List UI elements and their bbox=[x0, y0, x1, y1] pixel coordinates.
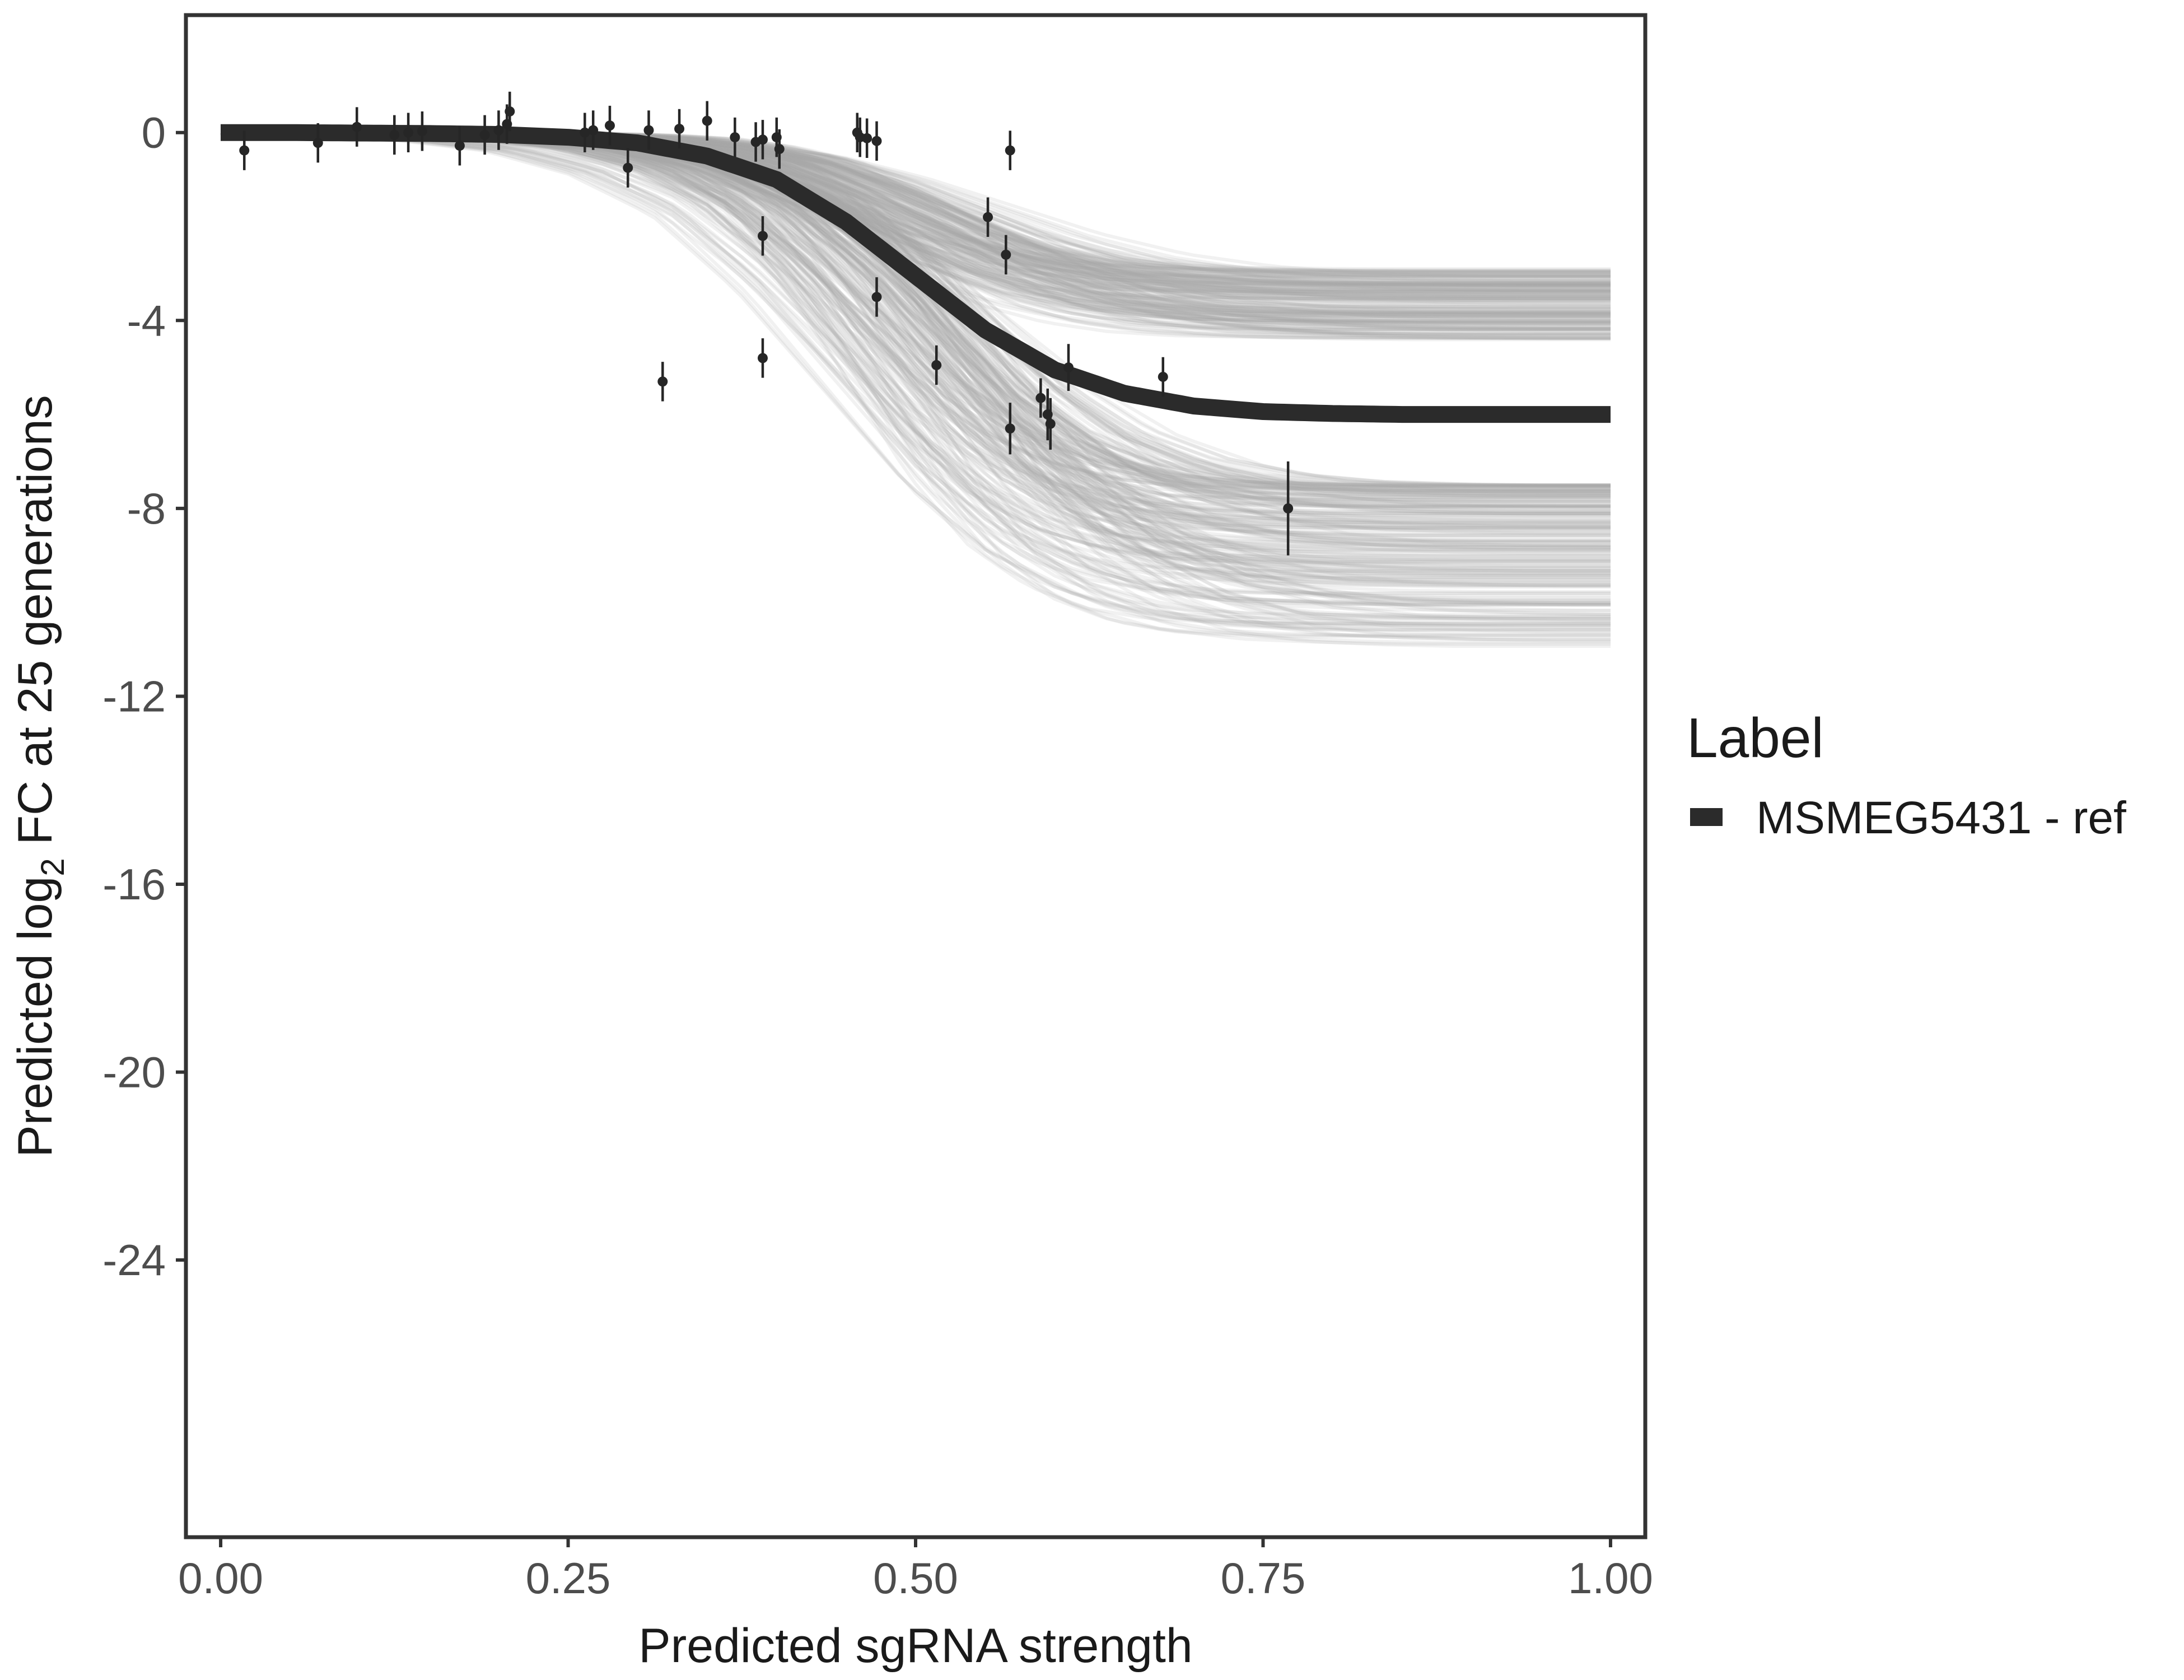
y-axis-title-suffix: FC at 25 generations bbox=[8, 395, 62, 858]
data-point bbox=[674, 124, 685, 134]
y-tick-label: -24 bbox=[102, 1235, 166, 1285]
data-point bbox=[389, 129, 400, 140]
legend: Label MSMEG5431 - ref bbox=[1687, 707, 2126, 843]
data-point bbox=[505, 106, 515, 116]
data-point bbox=[871, 292, 882, 302]
data-point bbox=[493, 125, 504, 136]
data-point bbox=[757, 134, 768, 145]
data-point bbox=[580, 127, 590, 138]
data-point bbox=[1045, 418, 1056, 429]
data-point bbox=[1035, 393, 1046, 403]
data-point bbox=[871, 136, 882, 146]
data-point bbox=[623, 162, 633, 173]
posterior-draw-line bbox=[220, 132, 1611, 646]
data-point bbox=[403, 127, 414, 138]
data-point bbox=[1005, 145, 1015, 156]
y-tick-label: -8 bbox=[127, 484, 166, 533]
data-point bbox=[312, 138, 323, 148]
data-point bbox=[1283, 503, 1294, 514]
data-point bbox=[239, 145, 250, 156]
data-point bbox=[604, 120, 615, 131]
data-point bbox=[757, 231, 768, 241]
data-point bbox=[454, 141, 465, 151]
legend-label: MSMEG5431 - ref bbox=[1756, 792, 2126, 843]
y-tick-label: -20 bbox=[102, 1048, 166, 1097]
data-point bbox=[417, 126, 427, 137]
y-tick-label: -16 bbox=[102, 860, 166, 909]
posterior-draw-line bbox=[220, 132, 1611, 612]
y-axis-title: Predicted log2 FC at 25 generations bbox=[8, 395, 71, 1157]
posterior-draw-line bbox=[220, 132, 1611, 561]
data-point bbox=[774, 144, 785, 155]
x-tick-label: 1.00 bbox=[1568, 1553, 1653, 1603]
observations bbox=[239, 91, 1294, 556]
y-axis-title-subscript: 2 bbox=[35, 858, 71, 876]
data-point bbox=[1001, 249, 1011, 260]
y-tick-label: -4 bbox=[127, 296, 166, 345]
data-point bbox=[1063, 362, 1074, 373]
data-point bbox=[702, 115, 712, 126]
x-tick-label: 0.25 bbox=[526, 1553, 611, 1603]
posterior-draw-line bbox=[220, 132, 1611, 606]
data-point bbox=[1158, 371, 1168, 382]
y-tick-label: 0 bbox=[142, 108, 166, 157]
data-point bbox=[1005, 423, 1015, 434]
data-point bbox=[479, 129, 490, 140]
x-tick-label: 0.75 bbox=[1221, 1553, 1306, 1603]
posterior-draw-line bbox=[220, 132, 1611, 620]
x-tick-label: 0.50 bbox=[873, 1553, 958, 1603]
data-point bbox=[657, 376, 668, 387]
posterior-draw-line bbox=[220, 132, 1611, 631]
legend-key bbox=[1690, 808, 1723, 826]
x-tick-label: 0.00 bbox=[178, 1553, 263, 1603]
posterior-draws bbox=[220, 130, 1611, 648]
data-point bbox=[983, 212, 993, 222]
legend-title: Label bbox=[1687, 707, 1824, 769]
x-axis-title: Predicted sgRNA strength bbox=[638, 1619, 1193, 1673]
posterior-draw-line bbox=[220, 132, 1611, 585]
fit-curve-line bbox=[219, 124, 1612, 423]
posterior-draw-line bbox=[220, 132, 1611, 632]
x-axis: 0.00 0.25 0.50 0.75 1.00 bbox=[178, 1537, 1653, 1603]
posterior-draw-line bbox=[220, 132, 1611, 645]
data-point bbox=[730, 132, 740, 143]
data-point bbox=[862, 133, 872, 143]
y-axis-title-prefix: Predicted log bbox=[8, 876, 62, 1158]
data-point bbox=[588, 125, 599, 136]
y-axis: 0 -4 -8 -12 -16 -20 -24 bbox=[102, 108, 186, 1285]
posterior-draw-line bbox=[220, 132, 1611, 571]
data-point bbox=[352, 122, 362, 132]
data-point bbox=[643, 125, 654, 136]
fit-curve-layer bbox=[219, 124, 1612, 423]
y-tick-label: -12 bbox=[102, 671, 166, 721]
data-point bbox=[757, 353, 768, 363]
data-point bbox=[931, 360, 942, 370]
